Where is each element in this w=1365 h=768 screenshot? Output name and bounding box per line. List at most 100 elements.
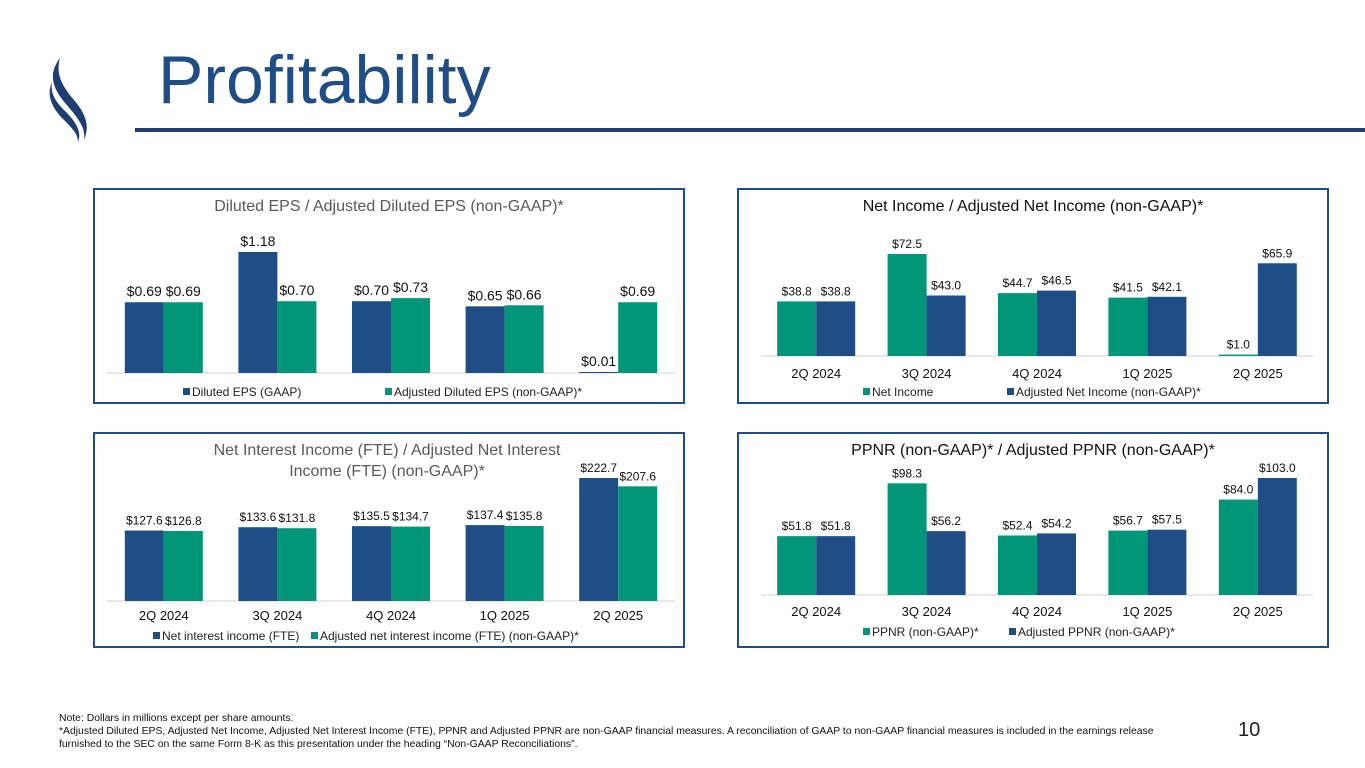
legend-swatch (863, 388, 870, 395)
net-income-chart: Net Income / Adjusted Net Income (non-GA… (761, 198, 1313, 399)
bar-series1 (124, 302, 164, 373)
footnote: Note: Dollars in millions except per sha… (59, 712, 1199, 751)
bar-series2 (618, 302, 658, 373)
data-label: $126.8 (165, 514, 202, 528)
data-label: $1.0 (1227, 338, 1251, 352)
bar-series2 (1257, 478, 1297, 595)
ribbon-logo-icon (49, 58, 87, 142)
data-label: $51.8 (821, 519, 851, 533)
data-label: $0.70 (354, 282, 389, 298)
category-label: 1Q 2025 (1122, 366, 1172, 381)
data-label: $38.8 (782, 284, 812, 298)
chart-title: Net Income / Adjusted Net Income (non-GA… (863, 198, 1204, 215)
chart-panel-net-income: Net Income / Adjusted Net Income (non-GA… (737, 188, 1329, 404)
bar-series2 (926, 295, 966, 356)
legend-swatch (153, 632, 160, 639)
category-label: 3Q 2024 (902, 366, 952, 381)
chart-title: PPNR (non-GAAP)* / Adjusted PPNR (non-GA… (851, 442, 1215, 459)
bar-series1 (352, 526, 391, 601)
footnote-non-gaap: *Adjusted Diluted EPS, Adjusted Net Inco… (59, 726, 1154, 750)
bar-series1 (777, 301, 817, 356)
data-label: $0.69 (127, 283, 162, 299)
bar-series2 (1037, 290, 1076, 356)
data-label: $44.7 (1002, 276, 1032, 290)
bar-series1 (465, 525, 505, 601)
bar-series2 (816, 301, 856, 356)
legend-label: Adjusted Net Income (non-GAAP)* (1016, 385, 1201, 399)
data-label: $65.9 (1262, 246, 1292, 260)
category-label: 2Q 2025 (593, 608, 643, 623)
data-label: $0.69 (620, 283, 655, 299)
data-label: $98.3 (892, 466, 922, 480)
chart-panel-ppnr: PPNR (non-GAAP)* / Adjusted PPNR (non-GA… (737, 432, 1329, 648)
bar-series2 (277, 301, 317, 373)
data-label: $127.6 (126, 514, 163, 528)
data-label: $1.18 (240, 233, 275, 249)
bar-series2 (277, 528, 317, 601)
bar-series2 (926, 531, 966, 595)
data-label: $84.0 (1223, 483, 1253, 497)
chart-panel-nii: Net Interest Income (FTE) / Adjusted Net… (93, 432, 685, 648)
bar-series1 (887, 483, 927, 595)
legend-label: Adjusted PPNR (non-GAAP)* (1018, 625, 1175, 639)
category-label: 2Q 2024 (791, 604, 841, 619)
data-label: $0.01 (581, 353, 616, 369)
bar-series1 (238, 527, 278, 601)
data-label: $42.1 (1152, 280, 1182, 294)
bar-series2 (1147, 296, 1187, 356)
nii-chart: Net Interest Income (FTE) / Adjusted Net… (107, 442, 675, 643)
bar-series1 (887, 254, 927, 356)
page-title: Profitability (158, 42, 491, 118)
data-label: $38.8 (821, 284, 851, 298)
bar-series2 (163, 302, 203, 373)
bar-series1 (1218, 354, 1258, 356)
page-number: 10 (1238, 719, 1261, 741)
category-label: 3Q 2024 (252, 608, 302, 623)
legend-swatch (863, 628, 870, 635)
ppnr-chart: PPNR (non-GAAP)* / Adjusted PPNR (non-GA… (761, 442, 1313, 639)
data-label: $137.4 (467, 508, 504, 522)
chart-title: Income (FTE) (non-GAAP)* (289, 463, 485, 480)
category-label: 2Q 2025 (1233, 366, 1283, 381)
bar-series2 (1037, 533, 1076, 595)
bar-series1 (124, 530, 164, 601)
legend-label: Net interest income (FTE) (162, 629, 299, 643)
data-label: $135.8 (506, 509, 543, 523)
data-label: $133.6 (240, 510, 277, 524)
bar-series1 (579, 478, 619, 601)
category-label: 2Q 2025 (1233, 604, 1283, 619)
legend-swatch (385, 388, 392, 395)
bar-series1 (998, 293, 1037, 356)
data-label: $0.66 (507, 286, 542, 302)
category-label: 4Q 2024 (1012, 604, 1062, 619)
legend-swatch (1007, 388, 1014, 395)
footnote-note: Note: Dollars in millions except per sha… (59, 713, 294, 724)
bar-series1 (579, 371, 619, 373)
bar-series1 (465, 306, 505, 373)
data-label: $0.73 (393, 279, 428, 295)
data-label: $41.5 (1113, 281, 1143, 295)
bar-series2 (504, 305, 544, 373)
bar-series2 (391, 298, 430, 373)
data-label: $46.5 (1041, 274, 1071, 288)
bar-series1 (352, 301, 391, 373)
bar-series1 (1108, 297, 1148, 356)
category-label: 3Q 2024 (902, 604, 952, 619)
bar-series2 (391, 526, 430, 601)
data-label: $54.2 (1041, 516, 1071, 530)
legend-swatch (1009, 628, 1016, 635)
data-label: $72.5 (892, 237, 922, 251)
data-label: $56.2 (931, 514, 961, 528)
bar-series1 (1218, 499, 1258, 595)
legend-label: Adjusted net interest income (FTE) (non-… (320, 629, 579, 643)
legend-label: Net Income (872, 385, 934, 399)
data-label: $51.8 (782, 519, 812, 533)
data-label: $131.8 (279, 511, 316, 525)
legend-swatch (311, 632, 318, 639)
chart-title: Diluted EPS / Adjusted Diluted EPS (non-… (214, 198, 564, 215)
category-label: 2Q 2024 (139, 608, 189, 623)
data-label: $43.0 (931, 279, 961, 293)
bar-series1 (998, 535, 1037, 595)
data-label: $135.5 (353, 509, 390, 523)
bar-series2 (618, 486, 658, 601)
